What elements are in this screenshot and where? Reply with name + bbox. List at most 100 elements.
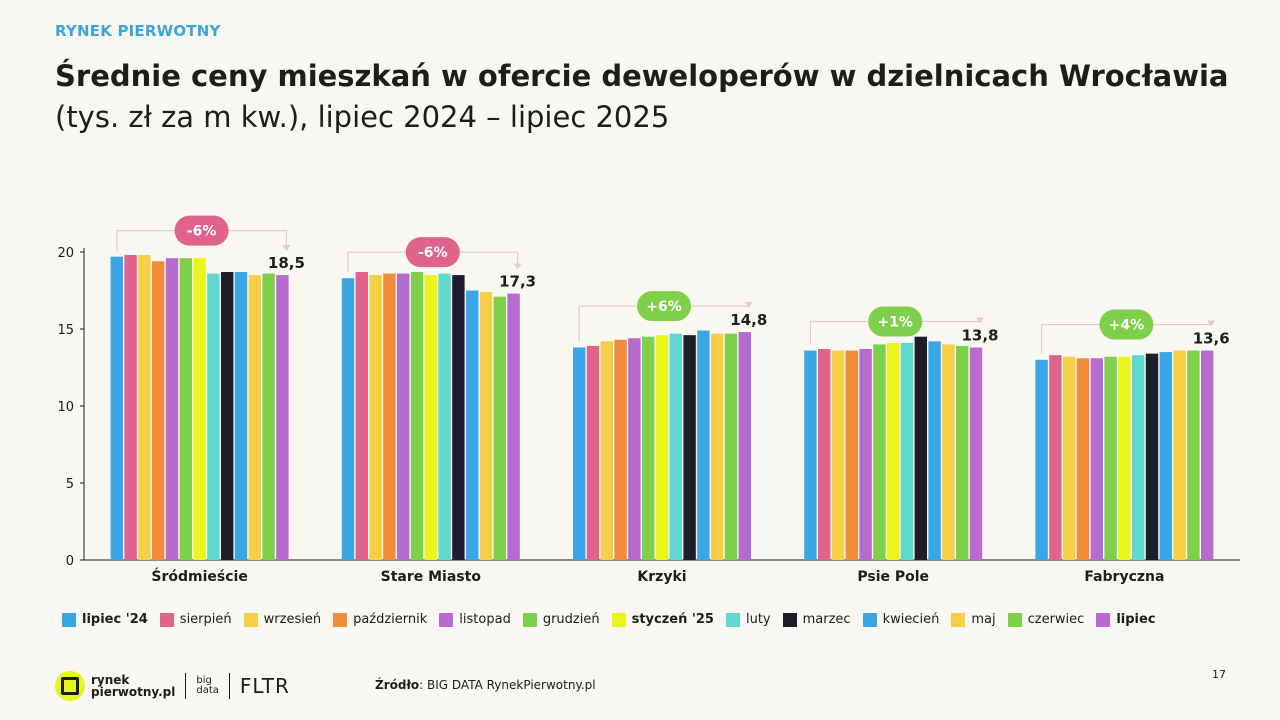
legend-swatch [62,612,76,627]
legend-label: grudzień [542,612,600,627]
bar [479,292,493,560]
end-value-label: 17,3 [499,273,536,291]
bar [221,272,234,560]
bar [1104,356,1117,560]
change-badge [174,215,229,246]
category-label: Fabryczna [1084,569,1164,585]
legend-label: luty [745,612,771,627]
bar [845,350,858,560]
bar [1035,359,1048,560]
legend-item: styczeń '25 [611,612,714,627]
bar [138,255,151,560]
bar [697,330,710,560]
logo-divider-2 [228,673,230,699]
bar [165,258,179,560]
change-badge-label: -6% [187,224,217,240]
category-label: Psie Pole [857,569,929,585]
section-kicker: RYNEK PIERWOTNY [55,22,221,40]
change-bracket-arrow [1207,320,1216,327]
source-note: Źródło: BIG DATA RynekPierwotny.pl [375,678,596,692]
legend-swatch [1007,612,1022,627]
bar [859,349,872,560]
bar [586,345,600,560]
legend-label: styczeń '25 [631,612,714,627]
bar [355,272,368,560]
bar [424,275,437,560]
bar-chart: 0 5 10 15 20 Śródmieście 18,5 -6% Stare Miasto 17… [57,215,1240,585]
change-badge-label: +1% [877,314,913,330]
legend-label: kwiecień [882,612,940,627]
bar [179,258,192,560]
legend-swatch [1096,612,1111,627]
bar [507,293,520,560]
logo-divider [185,673,187,699]
legend-label: wrzesień [263,612,322,627]
end-value-label: 14,8 [730,311,767,329]
change-bracket-arrow [513,263,522,270]
legend-item: czerwiec [1007,612,1085,627]
bar [914,336,927,560]
category-label: Krzyki [637,569,686,585]
y-tick-label: 10 [57,400,74,415]
legend-label: maj [971,612,996,627]
legend-item: listopad [439,612,511,627]
bar [669,333,682,560]
y-tick-label: 15 [57,323,74,338]
legend-swatch [333,612,348,627]
bar [110,256,123,560]
legend-label: listopad [459,612,511,627]
legend-swatch [522,612,537,627]
bar [1049,355,1062,560]
rynek-pierwotny-logo-text: rynek pierwotny.pl [91,673,176,699]
bar [466,290,479,560]
bar [369,275,382,560]
bar [928,341,941,560]
legend-swatch [611,612,626,627]
footer-logos: rynek pierwotny.pl big data FLTR [55,668,290,704]
bar [193,258,206,560]
legend-item: marzec [782,612,851,627]
legend-item: luty [725,612,771,627]
legend-label: sierpień [179,612,232,627]
title-line-2: (tys. zł za m kw.), lipiec 2024 – lipiec… [55,100,670,134]
bar [683,335,696,560]
bigdata-logo: big data [196,675,219,696]
legend-swatch [782,612,797,627]
bar [1076,358,1090,560]
bar [383,273,396,560]
category-label: Stare Miasto [381,569,482,585]
bar [831,350,845,560]
change-bracket [809,320,980,345]
bar [1145,353,1159,560]
legend-label: czerwiec [1027,612,1085,627]
change-bracket-arrow [744,302,753,309]
legend-item: sierpień [159,612,232,627]
change-badge-label: +4% [1109,318,1145,334]
bar [493,296,506,560]
change-bracket-arrow [282,245,291,252]
legend-item: maj [951,612,996,627]
bar [262,273,275,560]
y-tick-label: 20 [57,246,74,261]
bar [900,342,914,560]
bar [276,275,289,560]
bar [655,335,669,560]
legend-label: lipiec '24 [82,612,148,627]
bar [1090,358,1103,560]
bar [248,275,261,560]
bar [956,345,969,560]
rynek-pierwotny-logo-icon [55,671,85,701]
bar [1201,350,1214,560]
bar [452,275,465,560]
page-number: 17 [1212,668,1226,681]
source-text: : BIG DATA RynekPierwotny.pl [419,678,596,692]
change-badge [637,291,691,322]
legend-swatch [862,612,877,627]
fltr-logo: FLTR [239,674,290,698]
bar [341,278,355,560]
legend-item: lipiec '24 [62,612,148,627]
bar [873,344,886,560]
bar [397,273,410,560]
category-label: Śródmieście [151,567,247,585]
change-bracket-arrow [976,317,984,324]
